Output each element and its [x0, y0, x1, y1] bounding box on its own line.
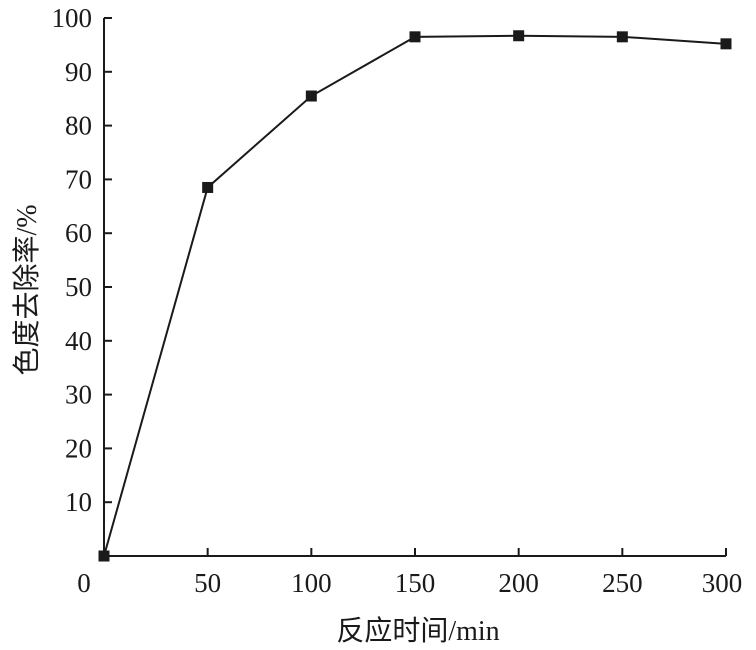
data-point-marker — [98, 550, 110, 562]
plot-area — [98, 30, 732, 562]
y-tick-label: 10 — [65, 487, 92, 517]
x-tick-label: 50 — [194, 568, 221, 598]
ticks: 10 20 30 40 50 60 70 80 90 100 0 50 100 150 200 250 300 — [52, 3, 743, 598]
data-point-marker — [513, 30, 525, 42]
axes — [103, 18, 726, 557]
series-line — [103, 34, 727, 557]
data-point-marker — [409, 31, 421, 43]
x-tick-label: 150 — [395, 568, 436, 598]
y-tick-label: 40 — [65, 326, 92, 356]
x-axis-title: 反应时间/min — [336, 615, 499, 647]
y-tick-label: 90 — [65, 57, 92, 87]
data-point-marker — [720, 38, 732, 50]
y-tick-label: 50 — [65, 272, 92, 302]
y-tick-label: 70 — [65, 164, 92, 194]
y-tick-label: 80 — [65, 111, 92, 141]
y-axis-title: 色度去除率/% — [11, 204, 43, 375]
x-tick-label: 200 — [498, 568, 539, 598]
y-tick-label: 60 — [65, 218, 92, 248]
x-tick-label: 100 — [291, 568, 332, 598]
x-tick-label: 250 — [602, 568, 643, 598]
x-tick-label: 0 — [77, 568, 91, 598]
x-tick-label: 300 — [702, 568, 743, 598]
y-tick-label: 20 — [65, 433, 92, 463]
data-point-marker — [202, 181, 214, 193]
y-tick-label: 30 — [65, 380, 92, 410]
data-point-marker — [616, 31, 628, 43]
data-point-marker — [305, 90, 317, 102]
y-tick-label: 100 — [52, 3, 93, 33]
